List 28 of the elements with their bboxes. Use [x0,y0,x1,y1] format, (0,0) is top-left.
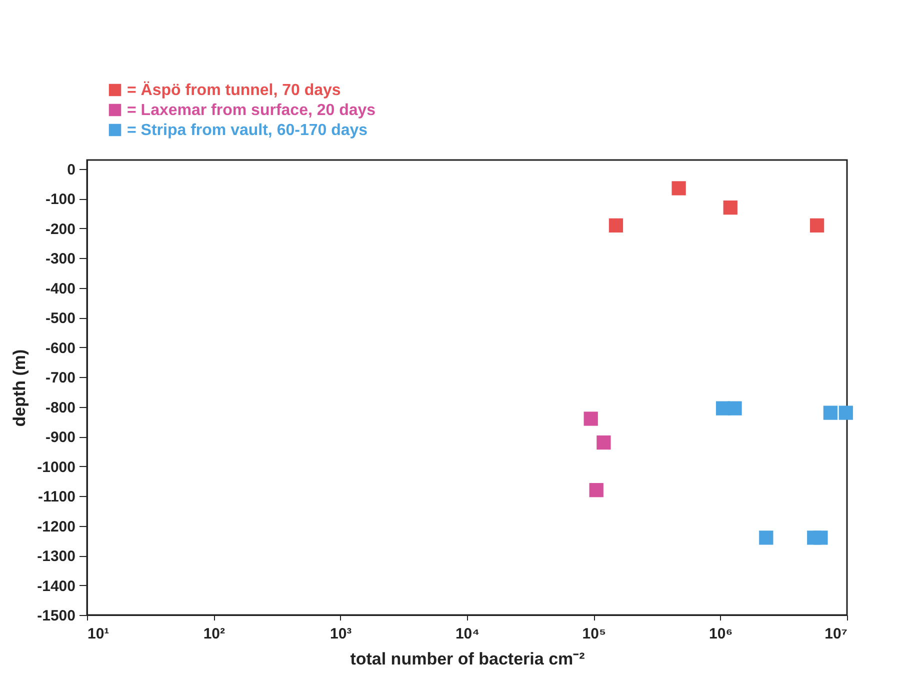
legend-label: = Äspö from tunnel, 70 days [127,81,341,99]
x-axis-title: total number of bacteria cm⁻² [350,650,586,668]
x-tick-label: 10² [203,626,226,642]
x-tick-label: 10⁷ [824,626,848,642]
y-tick-label: -900 [45,429,76,446]
y-tick-label: -1400 [37,578,76,595]
y-tick-label: -1200 [37,518,76,536]
legend-label: = Laxemar from surface, 20 days [127,102,376,119]
y-tick-label: -1000 [37,458,76,476]
y-tick-label: -500 [45,310,76,328]
y-tick-label: -1100 [38,488,76,506]
y-tick-label: -600 [45,340,76,357]
y-tick-label: -100 [45,191,76,208]
y-tick-label: -1300 [37,548,76,566]
y-tick-label: 0 [67,161,76,178]
y-tick-label: -200 [45,220,76,238]
x-tick-label: 10⁴ [455,626,480,642]
legend-label: = Stripa from vault, 60-170 days [127,122,368,139]
x-tick-label: 10¹ [88,626,110,642]
y-axis-title: depth (m) [10,349,30,427]
y-tick-label: -800 [45,399,76,416]
y-tick-label: -700 [45,370,76,387]
x-tick-label: 10³ [330,626,352,642]
y-tick-label: -300 [45,250,76,268]
y-tick-label: -1500 [37,608,76,624]
x-tick-label: 10⁶ [709,626,733,642]
x-tick-label: 10⁵ [582,626,606,642]
y-tick-label: -400 [45,280,76,298]
